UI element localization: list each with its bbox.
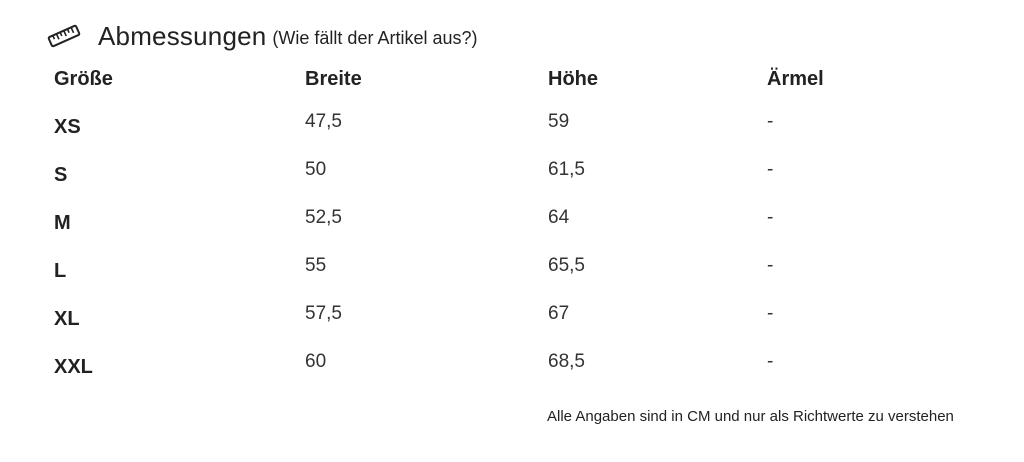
- ruler-icon: [46, 23, 82, 49]
- size-label: XL: [54, 307, 80, 330]
- page-subtitle: (Wie fällt der Artikel aus?): [272, 27, 478, 48]
- width-value: 55: [305, 255, 327, 276]
- sleeve-value: -: [767, 255, 774, 276]
- table-row: XXL 60 68,5 -: [54, 340, 967, 388]
- column-header-size: Größe: [54, 67, 113, 90]
- size-label: L: [54, 259, 67, 282]
- size-label: S: [54, 163, 68, 186]
- height-value: 65,5: [548, 255, 585, 276]
- width-value: 47,5: [305, 111, 342, 132]
- table-row: XS 47,5 59 -: [54, 100, 967, 148]
- table-row: L 55 65,5 -: [54, 244, 967, 292]
- width-value: 57,5: [305, 303, 342, 324]
- size-label: M: [54, 211, 71, 234]
- table-row: XL 57,5 67 -: [54, 292, 967, 340]
- table-row: M 52,5 64 -: [54, 196, 967, 244]
- column-header-sleeve: Ärmel: [767, 67, 824, 90]
- sleeve-value: -: [767, 303, 774, 324]
- page-title: Abmessungen: [98, 20, 267, 51]
- size-label: XXL: [54, 355, 93, 378]
- size-chart-header: Abmessungen (Wie fällt der Artikel aus?): [46, 18, 478, 54]
- table-header-row: Größe Breite Höhe Ärmel: [54, 58, 967, 100]
- sleeve-value: -: [767, 207, 774, 228]
- sleeve-value: -: [767, 159, 774, 180]
- height-value: 64: [548, 207, 570, 228]
- measurement-footnote: Alle Angaben sind in CM und nur als Rich…: [547, 408, 954, 425]
- table-row: S 50 61,5 -: [54, 148, 967, 196]
- width-value: 50: [305, 159, 327, 180]
- width-value: 60: [305, 351, 327, 372]
- size-label: XS: [54, 115, 81, 138]
- size-table: Größe Breite Höhe Ärmel XS 47,5 59 - S 5…: [54, 58, 967, 388]
- height-value: 68,5: [548, 351, 585, 372]
- sleeve-value: -: [767, 111, 774, 132]
- column-header-width: Breite: [305, 67, 362, 90]
- column-header-height: Höhe: [548, 67, 598, 90]
- height-value: 61,5: [548, 159, 585, 180]
- height-value: 59: [548, 111, 570, 132]
- width-value: 52,5: [305, 207, 342, 228]
- height-value: 67: [548, 303, 570, 324]
- sleeve-value: -: [767, 351, 774, 372]
